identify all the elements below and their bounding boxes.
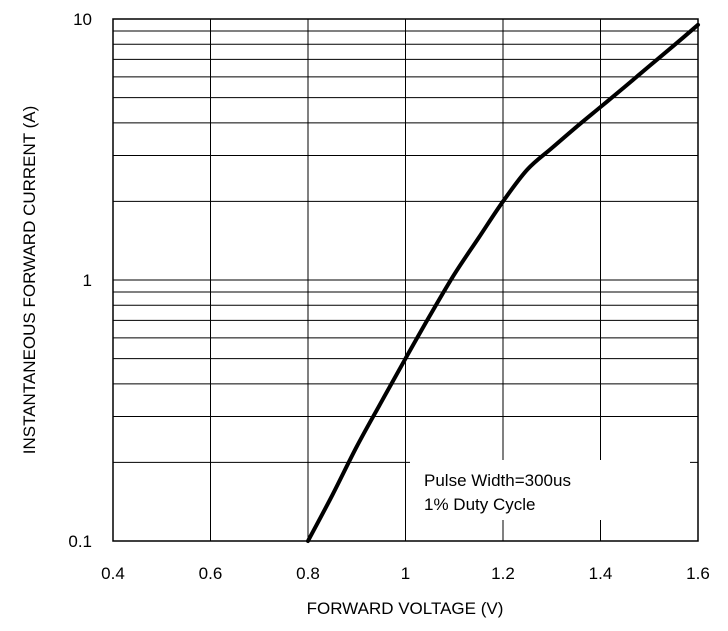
y-axis-title: INSTANTANEOUS FORWARD CURRENT (A)	[20, 106, 39, 455]
annotation-line-1: Pulse Width=300us	[424, 471, 571, 490]
x-tick-label: 0.6	[199, 564, 223, 583]
x-tick-label: 1.2	[491, 564, 515, 583]
x-tick-labels: 0.4 0.6 0.8 1 1.2 1.4 1.6	[101, 564, 710, 583]
y-tick-label: 10	[73, 10, 92, 29]
x-tick-label: 0.8	[296, 564, 320, 583]
annotation-box: Pulse Width=300us 1% Duty Cycle	[410, 460, 690, 520]
x-tick-label: 1	[401, 564, 410, 583]
y-tick-labels: 0.1 1 10	[68, 10, 92, 551]
annotation-line-2: 1% Duty Cycle	[424, 495, 535, 514]
y-tick-label: 1	[83, 271, 92, 290]
y-tick-label: 0.1	[68, 532, 92, 551]
x-tick-label: 1.4	[589, 564, 613, 583]
x-axis-title: FORWARD VOLTAGE (V)	[307, 599, 504, 618]
x-tick-label: 0.4	[101, 564, 125, 583]
x-tick-label: 1.6	[686, 564, 710, 583]
